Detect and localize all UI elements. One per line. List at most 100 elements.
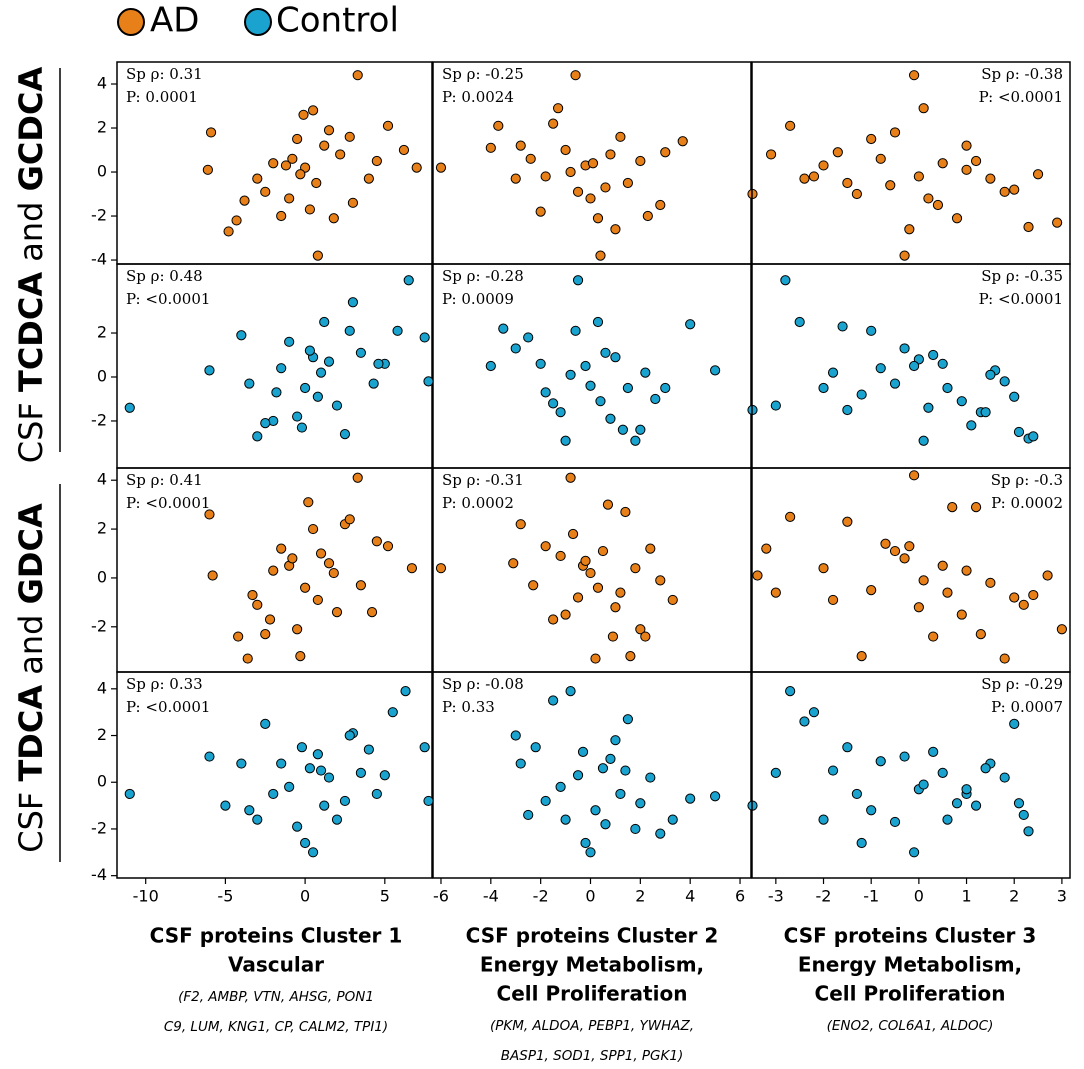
point	[276, 758, 287, 769]
x-tick-label: 0	[914, 887, 924, 906]
point	[818, 563, 829, 574]
point	[296, 422, 308, 433]
point	[236, 758, 247, 769]
point	[913, 171, 924, 182]
point	[970, 501, 982, 513]
point	[617, 424, 629, 435]
point	[339, 429, 351, 440]
point	[607, 631, 619, 642]
point	[980, 763, 991, 774]
row-label: CSF TCDCA and GCDCA	[12, 67, 50, 464]
point	[913, 602, 924, 613]
point	[866, 805, 877, 816]
point	[928, 349, 939, 361]
point	[655, 199, 666, 211]
point	[752, 570, 763, 581]
point	[956, 396, 967, 407]
point	[889, 816, 901, 828]
point	[233, 631, 244, 642]
point	[630, 563, 641, 574]
x-tick-label: -10	[133, 887, 159, 906]
point	[642, 210, 653, 222]
point	[247, 589, 258, 601]
point	[1056, 624, 1067, 635]
x-tick-label: 6	[735, 887, 745, 906]
point	[284, 336, 295, 347]
point	[252, 431, 263, 442]
point	[264, 614, 276, 625]
point	[1042, 570, 1053, 581]
point	[842, 516, 853, 527]
point	[799, 173, 810, 184]
point	[287, 153, 298, 164]
point	[942, 382, 953, 394]
point	[292, 411, 303, 422]
point	[328, 567, 339, 579]
point	[595, 250, 606, 261]
point	[620, 506, 631, 518]
point	[640, 367, 651, 378]
stat-annotation: P: 0.0007	[991, 698, 1063, 716]
point	[923, 402, 934, 413]
point	[363, 744, 374, 755]
point	[937, 158, 948, 169]
point	[951, 213, 963, 224]
point	[205, 127, 217, 138]
point	[1013, 798, 1025, 809]
stat-annotation: Sp ρ: -0.28	[442, 267, 524, 285]
point	[567, 528, 579, 540]
point	[580, 360, 591, 372]
point	[999, 376, 1010, 387]
stat-annotation: P: 0.33	[442, 698, 495, 716]
point	[347, 297, 359, 308]
point	[307, 105, 319, 116]
point	[565, 472, 576, 483]
point	[808, 171, 820, 182]
point	[292, 624, 303, 635]
point	[970, 155, 982, 167]
y-tick-label: -2	[91, 616, 107, 635]
point	[276, 363, 287, 374]
point	[999, 186, 1010, 197]
column-title: Cell Proliferation	[497, 982, 688, 1006]
point	[565, 166, 576, 178]
x-tick-label: 5	[380, 887, 390, 906]
point	[295, 651, 306, 662]
stat-annotation: P: <0.0001	[126, 290, 210, 308]
column-title: Energy Metabolism,	[480, 953, 704, 977]
point	[667, 814, 678, 825]
point	[300, 582, 311, 593]
point	[510, 730, 521, 741]
stat-annotation: P: <0.0001	[979, 88, 1063, 106]
point	[904, 224, 915, 235]
point	[548, 695, 559, 706]
point	[530, 742, 541, 753]
x-tick-label: -4	[483, 887, 499, 906]
point	[268, 158, 279, 169]
point	[368, 378, 379, 389]
point	[508, 558, 519, 569]
point	[918, 575, 929, 586]
point	[889, 545, 901, 557]
point	[382, 120, 394, 131]
point	[635, 424, 646, 435]
point	[650, 393, 661, 405]
point	[605, 149, 616, 160]
point	[331, 400, 343, 411]
point	[685, 319, 696, 330]
point	[625, 651, 636, 662]
row-label-part: GCDCA	[12, 67, 50, 192]
point	[276, 543, 287, 554]
point	[622, 382, 633, 394]
point	[818, 814, 829, 825]
point	[423, 795, 434, 807]
row-label-part: and	[12, 191, 50, 272]
row-label-part: and	[12, 604, 50, 685]
point	[620, 765, 631, 776]
point	[204, 365, 215, 376]
point	[548, 118, 559, 129]
point	[355, 347, 367, 358]
x-tick-label: 2	[1009, 887, 1019, 906]
point	[780, 275, 791, 286]
point	[284, 781, 295, 793]
